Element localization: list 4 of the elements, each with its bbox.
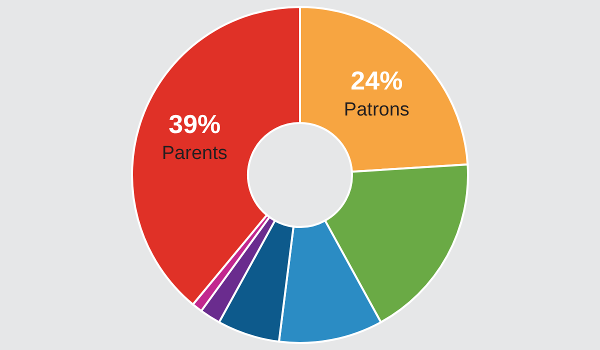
slice-label: Parents [162, 143, 228, 164]
data-label: 39% [168, 109, 221, 140]
slice-label: Patrons [344, 99, 410, 120]
data-label: 24% [350, 65, 403, 96]
